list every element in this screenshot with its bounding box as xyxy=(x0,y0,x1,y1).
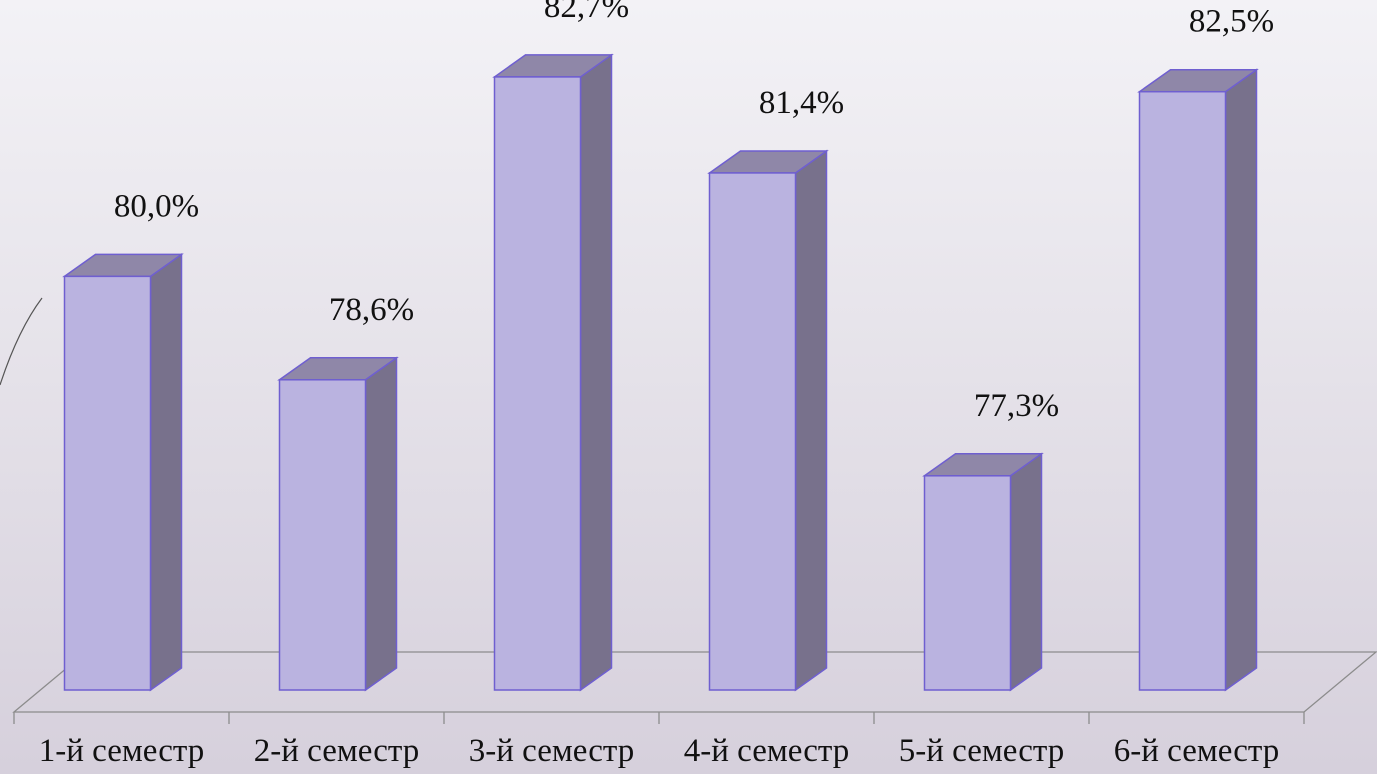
bar xyxy=(62,252,184,692)
bar xyxy=(1137,68,1259,692)
data-label: 80,0% xyxy=(114,188,199,224)
data-label: 82,7% xyxy=(544,0,629,25)
x-tick-label: 5-й семестр xyxy=(899,733,1064,769)
bar-series xyxy=(62,53,1259,692)
bar-front xyxy=(63,275,152,691)
bar-side xyxy=(794,149,828,692)
bar-front xyxy=(493,76,582,691)
bar-front xyxy=(1138,90,1227,691)
bar xyxy=(707,149,829,692)
x-tick-label: 4-й семестр xyxy=(684,733,849,769)
x-tick-label: 1-й семестр xyxy=(39,733,204,769)
bar xyxy=(922,452,1044,692)
data-label: 78,6% xyxy=(329,292,414,328)
bar-side xyxy=(1009,452,1043,692)
bar-side xyxy=(364,356,398,692)
bar xyxy=(277,356,399,692)
x-tick-label: 2-й семестр xyxy=(254,733,419,769)
bar xyxy=(492,53,614,692)
bar-front xyxy=(923,475,1012,691)
decorative-curve xyxy=(0,297,43,386)
data-label: 77,3% xyxy=(974,388,1059,424)
data-label: 81,4% xyxy=(759,85,844,121)
chart-floor xyxy=(12,651,1377,724)
data-label: 82,5% xyxy=(1189,4,1274,40)
bar-side xyxy=(149,252,183,692)
x-axis-tick-labels: 1-й семестр 2-й семестр 3-й семестр 4-й сем… xyxy=(39,733,1279,769)
bar-side xyxy=(579,53,613,692)
bar-front xyxy=(278,379,367,691)
x-tick-label: 6-й семестр xyxy=(1114,733,1279,769)
bar-front xyxy=(708,172,797,691)
bar-side xyxy=(1224,68,1258,692)
data-labels: 80,0% 78,6% 82,7% 81,4% 77,3% 82,5% xyxy=(114,0,1274,424)
x-tick-label: 3-й семестр xyxy=(469,733,634,769)
